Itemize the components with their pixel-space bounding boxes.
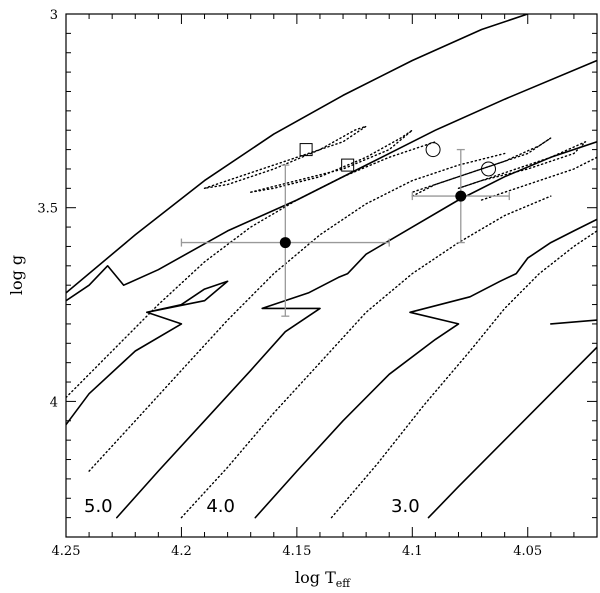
- plot-layer: 5.0 4.0 3.0: [66, 14, 597, 519]
- track-solid-4: [254, 218, 597, 519]
- y-tick-label-2: 4: [50, 395, 58, 410]
- track-solid-3: [116, 141, 597, 519]
- x-tick-label-3: 4.1: [402, 544, 423, 559]
- y-tick-label-0: 3: [50, 8, 58, 23]
- x-tick-label-0: 4.25: [52, 544, 81, 559]
- isochrone-dotted-7: [66, 141, 437, 399]
- isochrone-dotted-9: [180, 195, 552, 519]
- measured-star-1: [411, 148, 510, 244]
- x-tick-label-2: 4.15: [282, 544, 311, 559]
- track-group: [66, 14, 597, 519]
- x-axis-label: log Teff: [295, 568, 351, 590]
- x-axis-label-subscript: eff: [336, 577, 352, 590]
- isochrone-dotted-13: [411, 137, 552, 197]
- track-solid-2: [66, 280, 229, 426]
- x-tick-label-4: 4.05: [513, 544, 542, 559]
- track-solid-6: [550, 319, 597, 325]
- x-axis-label-main: log T: [295, 568, 336, 587]
- isochrone-dotted-11: [203, 125, 367, 189]
- open-square-0: [299, 143, 313, 157]
- svg-text:log Teff: log Teff: [295, 568, 351, 590]
- filled-point-1: [455, 190, 467, 202]
- y-axis-label: log g: [7, 255, 26, 295]
- track-solid-1: [66, 59, 597, 302]
- track-solid-0: [66, 14, 529, 294]
- isochrone-dotted-8: [88, 152, 506, 472]
- isochrone-dotted-10: [330, 230, 597, 519]
- mass-label-0: 5.0: [84, 496, 113, 517]
- open-circle-0: [425, 142, 441, 158]
- x-tick-label-1: 4.2: [171, 544, 192, 559]
- track-solid-5: [427, 346, 597, 519]
- mass-label-1: 4.0: [206, 496, 235, 517]
- open-square-1: [341, 158, 355, 172]
- mass-label-2: 3.0: [391, 496, 420, 517]
- isochrone-dotted-14: [457, 141, 587, 189]
- y-tick-label-1: 3.5: [37, 202, 58, 217]
- isochrone-dotted-15: [480, 156, 597, 201]
- axis-layer: 4.25 4.2 4.15 4.1 4.05 3 3.5 4: [37, 8, 598, 559]
- open-circle-1: [480, 161, 496, 177]
- filled-point-0: [279, 237, 291, 249]
- measured-star-0: [180, 164, 390, 317]
- isochrone-dotted-12: [250, 129, 413, 193]
- plot-frame: [65, 13, 598, 538]
